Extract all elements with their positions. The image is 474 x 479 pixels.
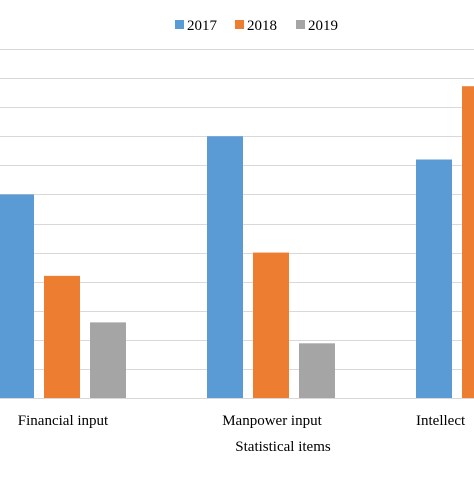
legend-label: 2017 [187, 18, 218, 34]
legend: 2017 2018 2019 [175, 18, 338, 34]
x-axis-label: Statistical items [235, 439, 331, 455]
bar-2017-financial-input [0, 194, 34, 398]
x-tick-labels: Financial input Manpower input Intellect [18, 413, 466, 429]
legend-swatch [235, 20, 244, 29]
x-tick-label: Financial input [18, 413, 109, 429]
legend-swatch [296, 20, 305, 29]
legend-swatch [175, 20, 184, 29]
bar-2018-intellect [462, 86, 474, 398]
legend-label: 2019 [308, 18, 338, 34]
bar-2017-intellect [416, 159, 452, 398]
bar-2018-financial-input [44, 275, 80, 398]
legend-label: 2018 [247, 18, 277, 34]
x-tick-label: Manpower input [222, 413, 322, 429]
bar-2018-manpower-input [253, 252, 289, 398]
bar-2019-manpower-input [299, 343, 335, 398]
x-tick-label: Intellect [416, 413, 466, 429]
bars [0, 86, 474, 398]
bar-2019-financial-input [90, 322, 126, 398]
bar-2017-manpower-input [207, 136, 243, 398]
